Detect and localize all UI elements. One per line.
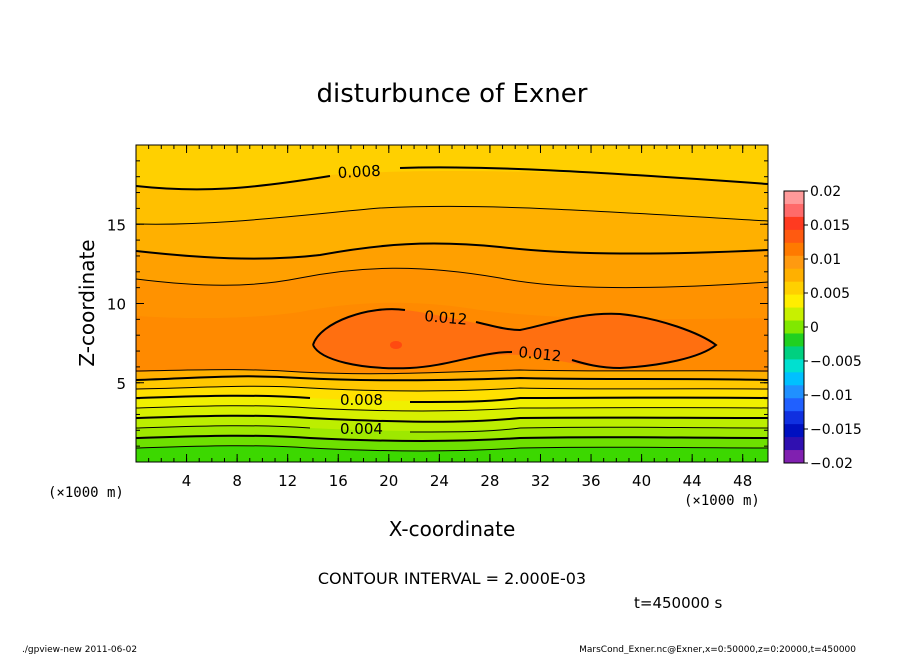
colorbar-tick-label: −0.01 (810, 388, 853, 404)
colorbar-swatch (784, 307, 804, 322)
contour-low-2 (136, 375, 768, 382)
colorbar-swatch (784, 320, 804, 334)
colorbar-swatch (784, 372, 804, 386)
footer-right: MarsCond_Exner.nc@Exner,x=0:50000,z=0:20… (579, 645, 856, 654)
x-tick-label: 12 (278, 472, 297, 490)
colorbar-swatch (784, 191, 804, 205)
x-tick-label: 36 (581, 472, 600, 490)
contour-low-6 (136, 414, 768, 423)
x-tick-label: 32 (531, 472, 550, 490)
colorbar-swatch (784, 437, 804, 451)
colorbar-tick-label: 0.01 (810, 252, 841, 268)
max-spot (390, 341, 402, 349)
colorbar-swatch (784, 450, 804, 464)
x-tick-label: 8 (232, 472, 242, 490)
contour-0.008-upper (136, 166, 768, 191)
colorbar-swatch (784, 203, 804, 218)
contour-0.013-core (312, 308, 718, 370)
x-tick-label: 44 (683, 472, 702, 490)
contour-low-8 (136, 434, 768, 442)
time-stamp: t=450000 s (634, 594, 722, 612)
colorbar-tick-label: 0.005 (810, 286, 850, 302)
chart-title: disturbunce of Exner (317, 79, 588, 109)
contour-lines (136, 166, 768, 452)
colorbar-tick-label: 0 (810, 320, 819, 336)
x-unit-left: (×1000 m) (48, 485, 124, 501)
band-0.002-low (136, 445, 768, 462)
contour-low-7 (136, 425, 768, 433)
y-tick-label: 5 (116, 375, 126, 393)
band-core (313, 309, 716, 369)
colorbar-swatch (784, 346, 804, 360)
contour-low-9 (136, 445, 768, 452)
x-tick-label: 28 (480, 472, 499, 490)
y-tick-label: 10 (107, 296, 126, 314)
colorbar-swatch (784, 385, 804, 399)
contour-low-3 (136, 385, 768, 392)
contour-0.012-upper (136, 267, 768, 289)
x-axis-label: X-coordinate (389, 517, 516, 541)
x-tick-label: 20 (379, 472, 398, 490)
contour-label-0.004-low: 0.004 (340, 420, 383, 438)
colorbar-swatch (784, 411, 804, 425)
colorbar-swatch (784, 424, 804, 438)
colorbar-swatch (784, 398, 804, 412)
colorbar-swatch (784, 294, 804, 309)
x-tick-label: 4 (182, 472, 192, 490)
contour-0.011-upper (136, 242, 768, 260)
contour-label-0.012-left: 0.012 (424, 307, 468, 329)
x-tick-label: 40 (632, 472, 651, 490)
contour-low-4 (136, 394, 768, 403)
y-tick-label: 15 (107, 216, 126, 234)
footer-left: ./gpview-new 2011-06-02 (22, 645, 137, 654)
colorbar-swatch (784, 255, 804, 270)
colorbar: 0.02 0.015 0.01 0.005 0 −0.005 −0.01 −0.015 −0.0… (783, 184, 862, 472)
contour-low-1 (136, 369, 768, 375)
x-tick-label: 16 (329, 472, 348, 490)
colorbar-swatch (784, 242, 804, 257)
colorbar-swatch (784, 268, 804, 283)
colorbar-tick-label: −0.02 (810, 456, 853, 472)
colorbar-swatch (784, 216, 804, 231)
contour-label-0.012-right: 0.012 (518, 343, 563, 365)
contour-0.010-upper (136, 205, 768, 225)
x-tick-label: 24 (430, 472, 449, 490)
x-tick-label: 48 (733, 472, 752, 490)
colorbar-tick-label: −0.005 (810, 354, 862, 370)
y-axis: 5 10 15 (107, 160, 768, 447)
plot-area: 0.008 0.012 0.012 0.008 0.004 4 8 12 16 20 24… (107, 144, 769, 490)
contour-low-5 (136, 405, 768, 412)
colorbar-swatch (784, 281, 804, 296)
x-unit-right: (×1000 m) (684, 493, 760, 509)
contour-label-0.008-low: 0.008 (340, 391, 383, 409)
contour-label-0.008-top: 0.008 (337, 162, 381, 182)
contour-interval: CONTOUR INTERVAL = 2.000E-03 (318, 569, 586, 588)
colorbar-tick-label: 0.015 (810, 218, 850, 234)
y-axis-label: Z-coordinate (75, 239, 99, 366)
colorbar-swatch (784, 359, 804, 373)
colorbar-swatch (784, 229, 804, 244)
colorbar-tick-label: 0.02 (810, 184, 841, 200)
colorbar-tick-label: −0.015 (810, 422, 862, 438)
colorbar-swatch (784, 333, 804, 347)
x-axis: 4 8 12 16 20 24 28 32 36 40 44 48 (148, 145, 756, 490)
